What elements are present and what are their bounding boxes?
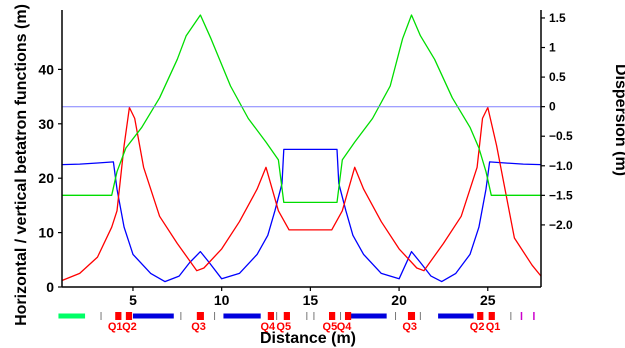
lattice-quadrupole [267, 312, 275, 320]
x-tick-label: 5 [129, 292, 137, 308]
lattice-dipole [438, 313, 474, 319]
y2-tick-label: 1.5 [549, 11, 566, 25]
y2-tick-label: 0 [549, 100, 556, 114]
y-tick-label: 0 [46, 279, 54, 295]
y2-tick-label: −2.0 [549, 218, 573, 232]
lattice-strip: Q1 Q2 Q3 Q4 Q5 Q5 Q4 Q3 Q2 Q1 [58, 312, 535, 333]
y2-tick-label: 0.5 [549, 70, 566, 84]
x-axis-title: Distance (m) [260, 330, 356, 347]
y-tick-label: 20 [38, 170, 54, 186]
lattice-dipole [349, 313, 387, 319]
x-tick-label: 10 [214, 292, 230, 308]
series-layer [61, 14, 542, 283]
lattice-dipole [223, 313, 261, 319]
quadrupole-label: Q1 [486, 321, 501, 333]
lattice-quadrupole [328, 312, 336, 320]
y2-axis-title: Dispersion (m) [612, 64, 625, 176]
y2-tick-label: −1.5 [549, 188, 573, 202]
lattice-quadrupole [125, 312, 133, 320]
quadrupole-label: Q5 [323, 321, 338, 333]
series-line-1 [61, 106, 542, 282]
quadrupole-label: Q3 [402, 321, 417, 333]
y-tick-label: 30 [38, 116, 54, 132]
quadrupole-label: Q4 [337, 321, 353, 333]
x-tick-label: 20 [391, 292, 407, 308]
lattice-quadrupole [407, 312, 416, 320]
lattice-quadrupole [488, 312, 495, 320]
quadrupole-label: Q2 [470, 321, 485, 333]
lattice-drift-green [58, 313, 86, 319]
y2-tick-label: 1 [549, 41, 556, 55]
quadrupole-label: Q4 [260, 321, 276, 333]
y-tick-label: 10 [38, 225, 54, 241]
lattice-quadrupole [196, 312, 204, 320]
ticks-layer: 5 10 15 20 25 0 10 20 30 40 1.5 1 0.5 0 −0.5 −1.0 −1.5 −2… [38, 11, 573, 308]
y2-tick-label: −0.5 [549, 129, 573, 143]
y-tick-label: 40 [38, 61, 54, 77]
series-line-0 [61, 148, 542, 283]
series-line-2 [62, 14, 541, 204]
quadrupole-label: Q5 [276, 321, 291, 333]
quadrupole-label: Q3 [191, 321, 206, 333]
y-axis-title: Horizontal / vertical betatron functions… [13, 4, 30, 326]
quadrupole-label: Q2 [122, 321, 137, 333]
y2-tick-label: −1.0 [549, 159, 573, 173]
lattice-quadrupole [477, 312, 484, 320]
lattice-quadrupole [344, 312, 352, 320]
lattice-quadrupole [283, 312, 290, 320]
lattice-quadrupole [115, 312, 122, 320]
quadrupole-label: Q1 [108, 321, 123, 333]
axes-layer [61, 10, 542, 288]
x-tick-label: 15 [303, 292, 319, 308]
lattice-dipole [132, 313, 174, 319]
x-tick-label: 25 [480, 292, 496, 308]
